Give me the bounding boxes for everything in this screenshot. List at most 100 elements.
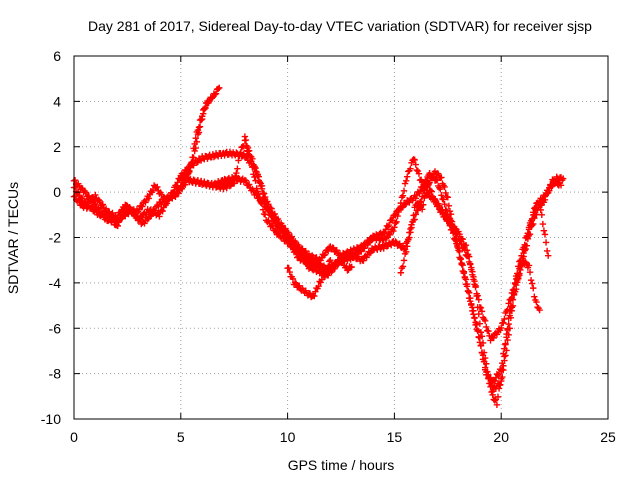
data-point <box>327 256 334 264</box>
data-point <box>386 231 394 238</box>
data-point <box>148 211 156 218</box>
data-point <box>536 202 543 209</box>
data-point <box>114 222 121 230</box>
data-point <box>528 222 536 229</box>
data-point <box>510 291 518 299</box>
data-point <box>514 279 521 286</box>
x-tick-label: 5 <box>177 429 185 445</box>
data-point <box>475 334 482 341</box>
data-point <box>331 265 338 273</box>
data-point <box>180 172 188 180</box>
data-point <box>269 213 276 220</box>
data-point <box>463 247 471 254</box>
data-point <box>461 273 469 281</box>
data-point <box>186 167 193 174</box>
y-tick-label: 2 <box>53 139 61 155</box>
data-point <box>411 156 418 164</box>
data-point <box>188 160 195 168</box>
data-point <box>289 244 297 252</box>
data-point <box>412 195 419 202</box>
data-point <box>242 136 250 144</box>
data-point <box>509 302 517 310</box>
data-point <box>190 145 197 152</box>
data-point <box>457 255 464 262</box>
data-point <box>414 200 422 207</box>
data-point <box>541 196 549 203</box>
data-point <box>458 261 465 268</box>
data-point <box>79 195 86 203</box>
data-point <box>519 258 526 266</box>
data-point <box>445 202 453 210</box>
data-point <box>144 215 151 223</box>
data-point <box>456 254 463 261</box>
data-point <box>493 401 501 409</box>
data-point <box>442 213 449 220</box>
data-point <box>181 181 189 188</box>
data-point <box>549 176 556 183</box>
data-point <box>475 296 482 303</box>
x-tick-label: 10 <box>280 429 296 445</box>
data-point <box>415 170 423 177</box>
data-point <box>233 169 240 177</box>
data-point <box>255 173 262 180</box>
data-point <box>258 182 266 190</box>
data-point <box>485 327 492 335</box>
data-point <box>399 263 407 270</box>
data-point <box>252 164 259 172</box>
y-tick-label: -10 <box>41 411 61 427</box>
data-point <box>474 327 481 335</box>
data-point <box>526 268 534 276</box>
data-point <box>123 202 130 209</box>
data-point <box>472 282 479 290</box>
data-point <box>465 294 473 302</box>
data-point <box>406 199 413 206</box>
data-point <box>99 201 107 208</box>
data-point <box>475 310 482 318</box>
data-point <box>311 292 318 300</box>
data-point <box>524 235 532 243</box>
data-point <box>537 206 544 214</box>
data-points <box>70 84 567 409</box>
data-point <box>437 186 444 193</box>
data-point <box>500 319 507 326</box>
data-point <box>299 245 306 252</box>
data-point <box>507 314 515 322</box>
data-point <box>154 183 161 191</box>
series-track-3 <box>177 137 543 344</box>
data-point <box>523 242 531 249</box>
data-point <box>525 262 533 269</box>
data-point <box>518 259 525 267</box>
data-point <box>477 329 485 336</box>
data-point <box>407 229 414 236</box>
x-tick-label: 0 <box>70 429 78 445</box>
data-point <box>282 229 289 237</box>
data-point <box>274 215 282 223</box>
data-point <box>184 171 191 178</box>
data-point <box>490 334 497 342</box>
data-point <box>478 308 486 315</box>
series-track-7 <box>397 168 552 395</box>
data-point <box>418 206 426 213</box>
data-point <box>452 234 459 242</box>
data-point <box>78 194 85 202</box>
data-point <box>259 206 267 213</box>
data-point <box>126 204 133 211</box>
data-point <box>471 314 478 321</box>
data-point <box>501 357 508 364</box>
data-point <box>236 152 243 160</box>
data-point <box>156 213 163 220</box>
data-point <box>358 248 365 255</box>
data-point <box>193 159 201 166</box>
data-point <box>348 263 355 271</box>
data-point <box>444 194 451 201</box>
data-point <box>182 176 190 184</box>
data-point <box>438 174 445 181</box>
data-point <box>485 375 492 382</box>
data-point <box>540 227 548 234</box>
data-point <box>360 257 367 264</box>
series-track-6 <box>284 256 334 301</box>
data-point <box>401 201 409 208</box>
data-point <box>316 264 323 271</box>
data-point <box>192 135 199 142</box>
data-point <box>506 325 513 332</box>
